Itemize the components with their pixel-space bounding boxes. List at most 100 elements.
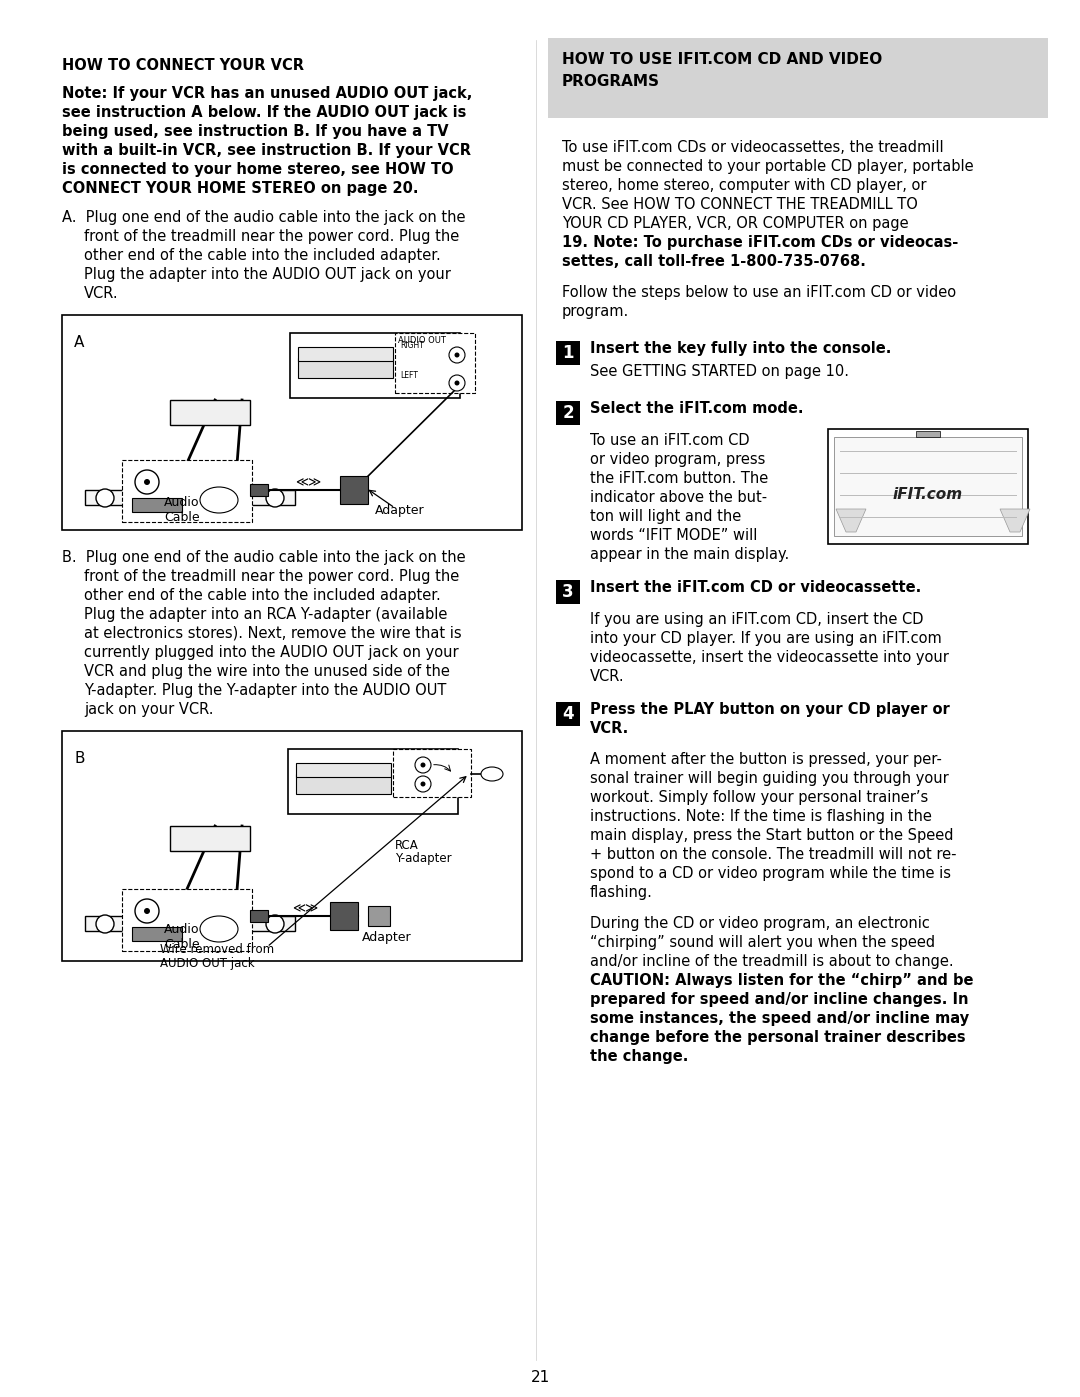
Bar <box>249 909 268 922</box>
Text: 19. Note: To purchase iFIT.com CDs or videocas-: 19. Note: To purchase iFIT.com CDs or vi… <box>562 235 958 250</box>
Text: Plug the adapter into an RCA Y-adapter (available: Plug the adapter into an RCA Y-adapter (… <box>84 608 447 622</box>
Text: VCR and plug the wire into the unused side of the: VCR and plug the wire into the unused si… <box>84 664 450 679</box>
Text: Note: If your VCR has an unused AUDIO OUT jack,: Note: If your VCR has an unused AUDIO OU… <box>62 87 472 101</box>
Ellipse shape <box>481 767 503 781</box>
Text: Press the PLAY button on your CD player or: Press the PLAY button on your CD player … <box>590 703 949 717</box>
Circle shape <box>135 900 159 923</box>
Bar <box>395 332 475 393</box>
Circle shape <box>443 362 455 374</box>
Text: 3: 3 <box>563 583 573 601</box>
Bar <box>393 749 471 798</box>
Text: the change.: the change. <box>590 1049 688 1065</box>
Bar <box>916 432 940 437</box>
Polygon shape <box>1000 509 1030 532</box>
Bar <box>834 437 1022 536</box>
Text: see instruction A below. If the AUDIO OUT jack is: see instruction A below. If the AUDIO OU… <box>62 105 467 120</box>
Circle shape <box>96 915 114 933</box>
Text: the iFIT.com button. The: the iFIT.com button. The <box>590 471 768 486</box>
Circle shape <box>410 778 422 789</box>
Bar <box>122 460 252 522</box>
Circle shape <box>455 352 459 358</box>
Bar <box>62 314 522 529</box>
Text: indicator above the but-: indicator above the but- <box>590 490 767 504</box>
Text: iFIT.com: iFIT.com <box>893 488 963 502</box>
Bar <box>62 731 522 961</box>
Text: main display, press the Start button or the Speed: main display, press the Start button or … <box>590 828 954 842</box>
Circle shape <box>96 489 114 507</box>
Circle shape <box>449 346 465 363</box>
Bar <box>828 429 1028 543</box>
Text: + button on the console. The treadmill will not re-: + button on the console. The treadmill w… <box>590 847 957 862</box>
Circle shape <box>420 781 426 787</box>
Text: See GETTING STARTED on page 10.: See GETTING STARTED on page 10. <box>590 365 849 379</box>
Text: change before the personal trainer describes: change before the personal trainer descr… <box>590 1030 966 1045</box>
Text: RCA: RCA <box>395 840 419 852</box>
Text: Insert the iFIT.com CD or videocassette.: Insert the iFIT.com CD or videocassette. <box>590 580 921 595</box>
Text: Plug the adapter into the AUDIO OUT jack on your: Plug the adapter into the AUDIO OUT jack… <box>84 267 450 282</box>
Bar <box>170 400 249 425</box>
Bar <box>291 332 460 398</box>
Text: AUDIO OUT: AUDIO OUT <box>399 337 446 345</box>
Text: B.  Plug one end of the audio cable into the jack on the: B. Plug one end of the audio cable into … <box>62 550 465 564</box>
Text: or video program, press: or video program, press <box>590 453 766 467</box>
Text: videocassette, insert the videocassette into your: videocassette, insert the videocassette … <box>590 650 949 665</box>
Text: Adapter: Adapter <box>375 504 424 517</box>
Text: appear in the main display.: appear in the main display. <box>590 548 789 562</box>
Bar <box>368 907 390 926</box>
Text: ≪≫: ≪≫ <box>295 476 322 489</box>
Text: at electronics stores). Next, remove the wire that is: at electronics stores). Next, remove the… <box>84 626 461 641</box>
Bar <box>340 476 368 504</box>
Circle shape <box>455 380 459 386</box>
Circle shape <box>441 778 453 789</box>
Text: CAUTION: Always listen for the “chirp” and be: CAUTION: Always listen for the “chirp” a… <box>590 972 973 988</box>
Text: VCR.: VCR. <box>590 721 630 736</box>
Text: Select the iFIT.com mode.: Select the iFIT.com mode. <box>590 401 804 416</box>
Bar <box>132 497 183 511</box>
Text: prepared for speed and/or incline changes. In: prepared for speed and/or incline change… <box>590 992 969 1007</box>
Text: other end of the cable into the included adapter.: other end of the cable into the included… <box>84 249 441 263</box>
Text: 2: 2 <box>563 404 573 422</box>
Circle shape <box>266 915 284 933</box>
Bar <box>556 341 580 365</box>
Text: into your CD player. If you are using an iFIT.com: into your CD player. If you are using an… <box>590 631 942 645</box>
Text: workout. Simply follow your personal trainer’s: workout. Simply follow your personal tra… <box>590 789 928 805</box>
Text: B: B <box>75 752 84 766</box>
Bar <box>330 902 357 930</box>
Circle shape <box>428 362 440 374</box>
Bar <box>556 401 580 425</box>
Bar <box>556 703 580 726</box>
Text: 21: 21 <box>530 1370 550 1384</box>
Circle shape <box>411 362 424 374</box>
Text: CONNECT YOUR HOME STEREO on page 20.: CONNECT YOUR HOME STEREO on page 20. <box>62 182 419 196</box>
Text: front of the treadmill near the power cord. Plug the: front of the treadmill near the power co… <box>84 569 459 584</box>
Text: Y-adapter: Y-adapter <box>395 852 451 865</box>
Text: stereo, home stereo, computer with CD player, or: stereo, home stereo, computer with CD pl… <box>562 177 927 193</box>
Ellipse shape <box>200 488 238 513</box>
Text: must be connected to your portable CD player, portable: must be connected to your portable CD pl… <box>562 159 974 175</box>
Ellipse shape <box>200 916 238 942</box>
Text: 4: 4 <box>563 705 573 724</box>
Text: program.: program. <box>562 305 630 319</box>
Circle shape <box>426 778 438 789</box>
Text: settes, call toll-free 1-800-735-0768.: settes, call toll-free 1-800-735-0768. <box>562 254 866 270</box>
Text: being used, see instruction B. If you have a TV: being used, see instruction B. If you ha… <box>62 124 448 138</box>
Text: flashing.: flashing. <box>590 886 653 900</box>
Text: currently plugged into the AUDIO OUT jack on your: currently plugged into the AUDIO OUT jac… <box>84 645 459 659</box>
Text: HOW TO CONNECT YOUR VCR: HOW TO CONNECT YOUR VCR <box>62 59 303 73</box>
Circle shape <box>415 757 431 773</box>
Bar <box>132 928 183 942</box>
Polygon shape <box>836 509 866 532</box>
Text: Follow the steps below to use an iFIT.com CD or video: Follow the steps below to use an iFIT.co… <box>562 285 956 300</box>
Bar <box>288 749 458 814</box>
Text: VCR.: VCR. <box>590 669 624 685</box>
Circle shape <box>420 763 426 767</box>
Bar <box>170 826 249 851</box>
Circle shape <box>394 778 406 789</box>
Text: Insert the key fully into the console.: Insert the key fully into the console. <box>590 341 891 356</box>
Bar <box>298 346 393 360</box>
Text: HOW TO USE IFIT.COM CD AND VIDEO: HOW TO USE IFIT.COM CD AND VIDEO <box>562 52 882 67</box>
Text: To use iFIT.com CDs or videocassettes, the treadmill: To use iFIT.com CDs or videocassettes, t… <box>562 140 944 155</box>
Text: words “IFIT MODE” will: words “IFIT MODE” will <box>590 528 757 543</box>
Bar <box>556 580 580 604</box>
Text: is connected to your home stereo, see HOW TO: is connected to your home stereo, see HO… <box>62 162 454 177</box>
